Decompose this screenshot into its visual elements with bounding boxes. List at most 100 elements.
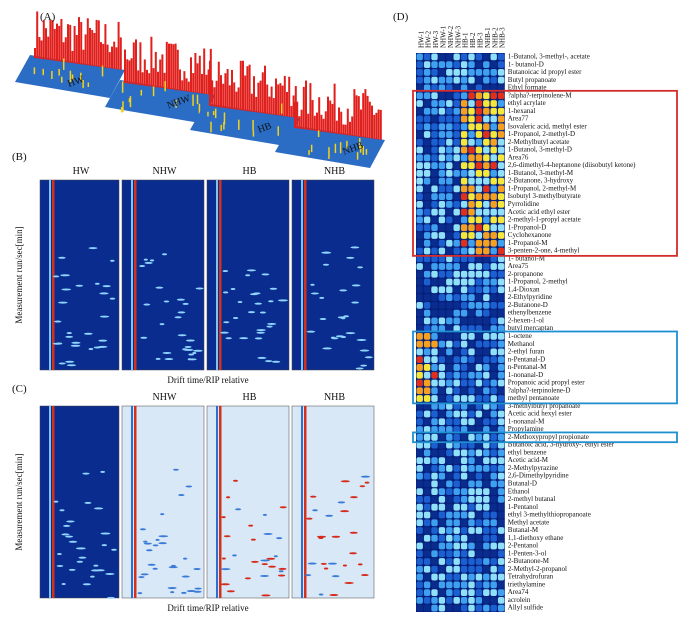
heatmap-cell bbox=[416, 115, 423, 123]
heatmap-cell bbox=[423, 84, 431, 92]
heatmap-cell bbox=[468, 387, 475, 395]
heatmap-cell bbox=[423, 53, 431, 61]
signal bbox=[247, 311, 256, 314]
signal bbox=[144, 261, 153, 264]
heatmap-cell bbox=[483, 387, 490, 395]
heatmap-cell bbox=[460, 301, 468, 309]
heatmap-cell bbox=[453, 154, 460, 162]
heatmap-cell bbox=[490, 162, 497, 169]
row-label: 2-propanone bbox=[508, 270, 543, 278]
heatmap-cell bbox=[438, 464, 446, 472]
heatmap-cell bbox=[431, 131, 438, 138]
heatmap-cell bbox=[490, 402, 497, 410]
heatmap-cell bbox=[475, 550, 483, 558]
heatmap-cell bbox=[453, 511, 460, 519]
heatmap-cell bbox=[468, 76, 475, 84]
heatmap-cell bbox=[497, 92, 505, 100]
heatmap-cell bbox=[453, 333, 460, 340]
heatmap-cell bbox=[438, 457, 446, 464]
signal bbox=[186, 590, 197, 593]
heatmap-cell bbox=[460, 534, 468, 542]
heatmap-cell bbox=[460, 154, 468, 162]
heatmap-cell bbox=[468, 433, 475, 441]
heatmap-cell bbox=[416, 69, 423, 76]
signal bbox=[66, 332, 73, 335]
heatmap-cell bbox=[416, 162, 423, 169]
heatmap-cell bbox=[423, 162, 431, 169]
signal bbox=[273, 555, 278, 558]
heatmap-cell bbox=[446, 488, 453, 496]
heatmap-cell bbox=[423, 92, 431, 100]
heatmap-cell bbox=[453, 146, 460, 154]
row-label: Area75 bbox=[508, 262, 529, 270]
plot-area bbox=[39, 405, 120, 599]
heatmap-cell bbox=[460, 208, 468, 216]
highlight-box bbox=[412, 330, 678, 405]
heatmap-cell bbox=[453, 395, 460, 402]
heatmap-cell bbox=[431, 309, 438, 317]
heatmap-cell bbox=[468, 193, 475, 201]
heatmap-cell bbox=[460, 286, 468, 294]
heatmap-cell bbox=[475, 247, 483, 255]
signal bbox=[109, 297, 116, 300]
heatmap-cell bbox=[453, 162, 460, 169]
heatmap-cell bbox=[416, 76, 423, 84]
heatmap-cell bbox=[431, 216, 438, 224]
heatmap-cell bbox=[453, 364, 460, 371]
heatmap-cell bbox=[423, 107, 431, 115]
heatmap-cell bbox=[438, 364, 446, 371]
heatmap-cell bbox=[460, 278, 468, 286]
heatmap-cell bbox=[468, 457, 475, 464]
rip-line bbox=[134, 406, 137, 598]
heatmap-cell bbox=[468, 255, 475, 263]
heatmap-cell bbox=[446, 169, 453, 177]
heatmap-cell bbox=[446, 527, 453, 534]
heatmap-cell bbox=[438, 433, 446, 441]
heatmap-cell bbox=[453, 53, 460, 61]
heatmap-cell bbox=[431, 550, 438, 558]
heatmap-cell bbox=[416, 558, 423, 565]
heatmap-cell bbox=[453, 496, 460, 503]
heatmap-cell bbox=[490, 379, 497, 387]
heatmap-cell bbox=[497, 371, 505, 379]
signal bbox=[264, 360, 273, 363]
heatmap-cell bbox=[468, 232, 475, 239]
heatmap-cell bbox=[460, 224, 468, 232]
heatmap-cell bbox=[468, 340, 475, 348]
heatmap-cell bbox=[431, 480, 438, 488]
heatmap-cell bbox=[468, 146, 475, 154]
heatmap-cell bbox=[475, 115, 483, 123]
heatmap-cell bbox=[453, 224, 460, 232]
heatmap-cell bbox=[438, 177, 446, 185]
heatmap-cell bbox=[483, 107, 490, 115]
heatmap-cell bbox=[446, 395, 453, 402]
heatmap-cell bbox=[490, 317, 497, 325]
heatmap-cell bbox=[438, 107, 446, 115]
heatmap-cell bbox=[497, 573, 505, 581]
panel-label: (C) bbox=[12, 383, 27, 395]
heatmap-cell bbox=[483, 364, 490, 371]
heatmap-cell bbox=[468, 565, 475, 573]
heatmap-cell bbox=[497, 185, 505, 193]
heatmap-cell bbox=[475, 340, 483, 348]
heatmap-cell bbox=[446, 596, 453, 604]
rip-line bbox=[219, 180, 222, 370]
heatmap-cell bbox=[483, 247, 490, 255]
heatmap-cell bbox=[490, 534, 497, 542]
signal bbox=[176, 298, 185, 301]
row-label: Butanoicac id propyl ester bbox=[508, 68, 582, 76]
column-label: HB-3 bbox=[477, 32, 485, 48]
heatmap-cell bbox=[431, 177, 438, 185]
heatmap-cell bbox=[453, 550, 460, 558]
signal bbox=[58, 362, 66, 365]
signal bbox=[269, 287, 278, 290]
heatmap-cell bbox=[490, 294, 497, 301]
heatmap-cell bbox=[475, 301, 483, 309]
signal bbox=[56, 564, 64, 567]
signal bbox=[161, 253, 168, 256]
heatmap-cell bbox=[468, 154, 475, 162]
heatmap-cell bbox=[483, 441, 490, 449]
heatmap-cell bbox=[490, 76, 497, 84]
heatmap-cell bbox=[475, 581, 483, 589]
heatmap-cell bbox=[438, 301, 446, 309]
